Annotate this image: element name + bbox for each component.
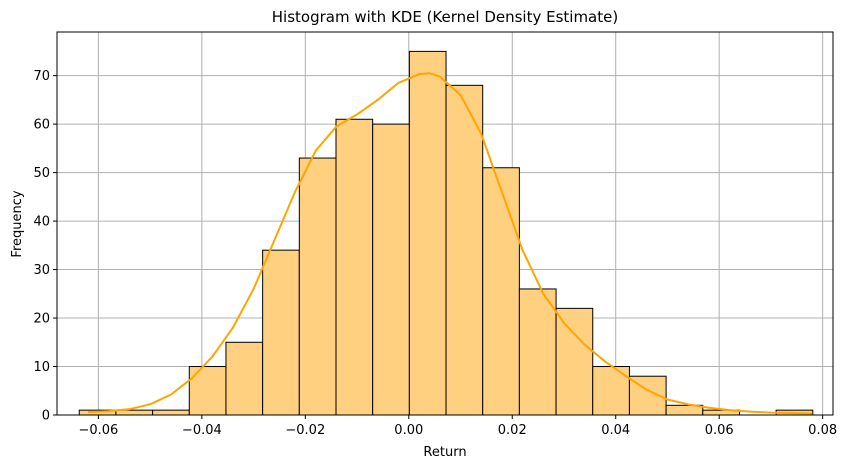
- histogram-bar: [152, 409, 190, 416]
- histogram-bar: [298, 157, 337, 416]
- histogram-bar: [518, 288, 557, 416]
- histogram-bar: [555, 307, 594, 416]
- kde-curve: [87, 72, 813, 415]
- x-tick-label: −0.02: [285, 423, 325, 438]
- x-tick-label: −0.06: [78, 423, 118, 438]
- x-tick-label: 0.00: [394, 423, 423, 438]
- x-tick-label: 0.06: [705, 423, 734, 438]
- y-tick-label: 10: [33, 360, 50, 375]
- y-tick-label: 40: [33, 215, 50, 230]
- y-tick-label: 50: [33, 166, 50, 181]
- chart-title: Histogram with KDE (Kernel Density Estim…: [272, 8, 618, 26]
- y-tick-label: 70: [33, 69, 50, 84]
- y-tick-label: 30: [33, 263, 50, 278]
- y-tick-label: 20: [33, 312, 50, 327]
- x-axis-ticks: −0.06 −0.04 −0.02 0.00 0.02 0.04 0.06 0.08: [78, 415, 837, 438]
- histogram-bar: [225, 341, 264, 416]
- x-tick-label: −0.04: [182, 423, 222, 438]
- plot-frame: [56, 31, 834, 416]
- y-tick-label: 60: [33, 118, 50, 133]
- histogram-bar: [445, 84, 484, 416]
- x-tick-label: 0.02: [498, 423, 527, 438]
- histogram-bars: [78, 50, 814, 416]
- y-axis-label: Frequency: [10, 190, 25, 257]
- x-tick-label: 0.08: [808, 423, 837, 438]
- x-tick-label: 0.04: [601, 423, 630, 438]
- histogram-bar: [335, 118, 374, 416]
- y-tick-label: 0: [42, 409, 50, 424]
- y-axis-ticks: 0 10 20 30 40 50 60 70: [33, 69, 57, 424]
- x-axis-label: Return: [423, 445, 466, 460]
- histogram-bar: [482, 167, 520, 416]
- histogram-bar: [408, 50, 447, 416]
- histogram-bar: [262, 249, 300, 416]
- histogram-bar: [372, 123, 410, 416]
